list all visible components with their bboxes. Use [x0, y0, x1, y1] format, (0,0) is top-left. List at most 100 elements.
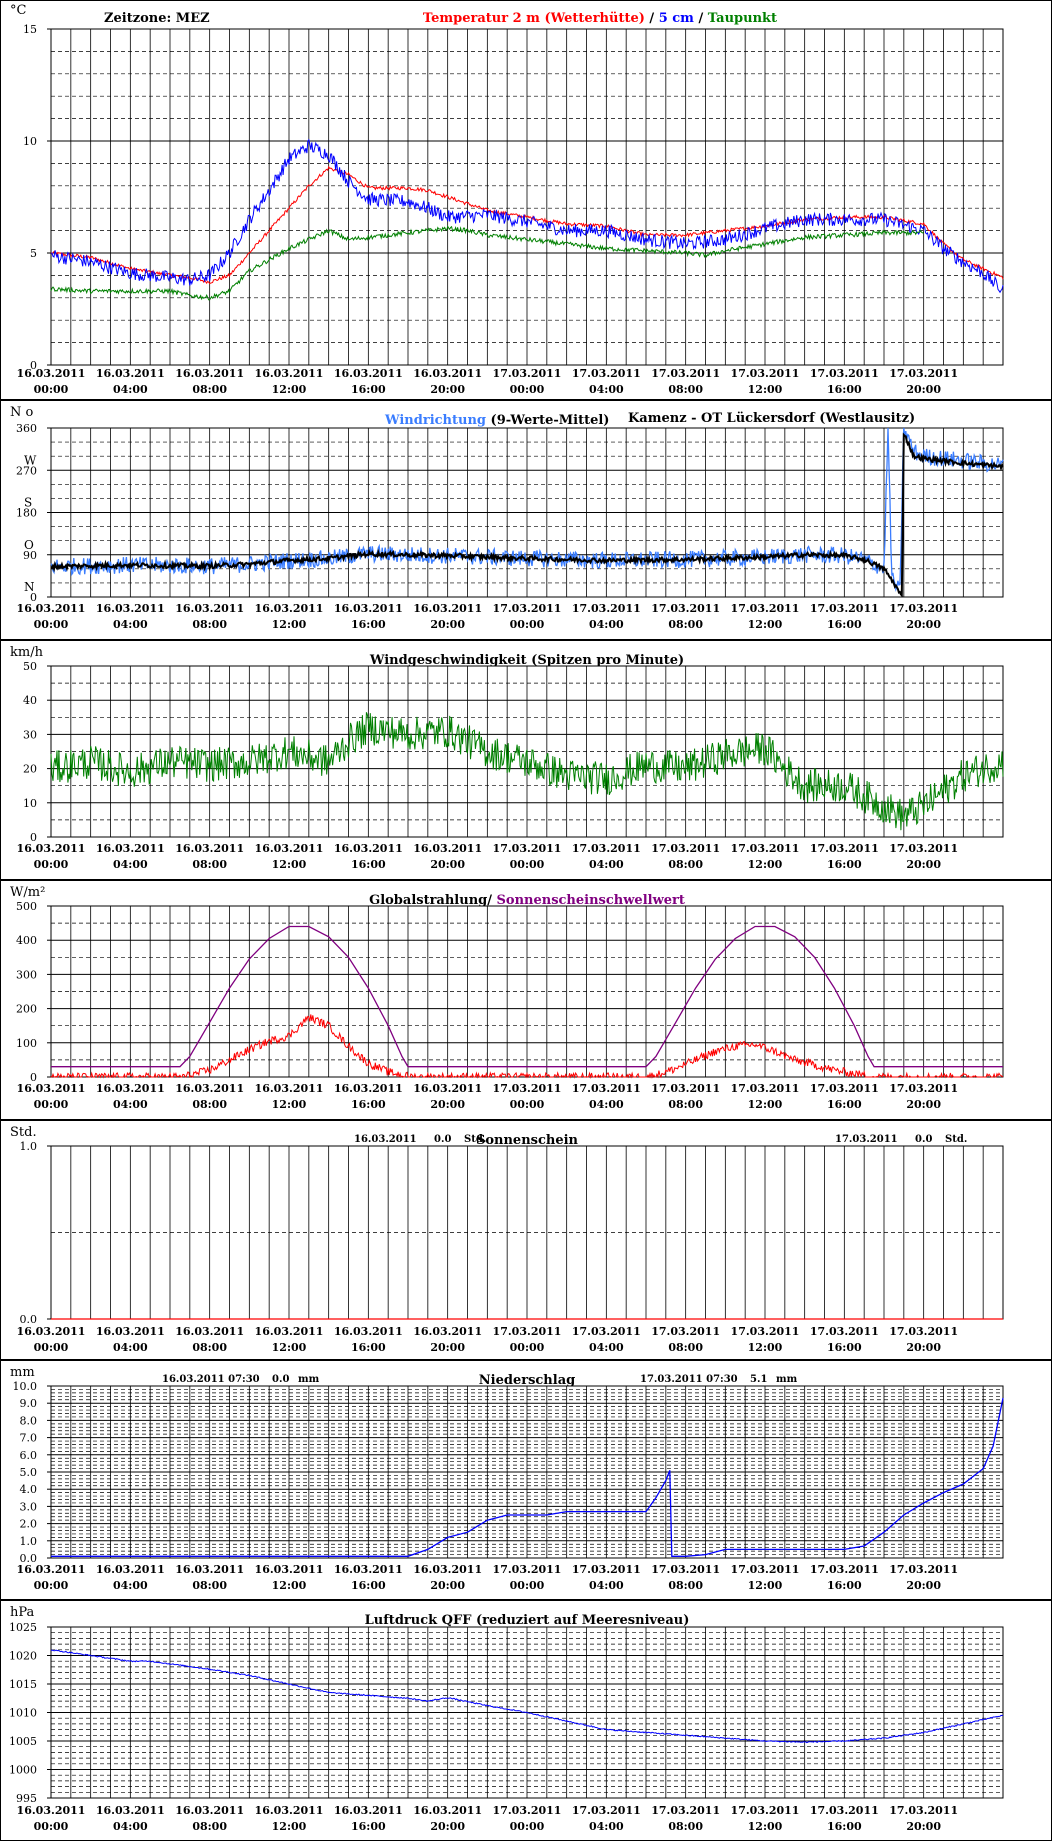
x-tick-date: 16.03.2011 — [255, 1082, 324, 1095]
x-tick-date: 17.03.2011 — [493, 1325, 562, 1338]
chart-title-part: / — [694, 11, 708, 26]
x-tick-date: 17.03.2011 — [731, 602, 800, 615]
summary-unit: Std. — [945, 1134, 967, 1145]
chart-panel-5: 0.01.02.03.04.05.06.07.08.09.010.0mmNied… — [0, 1365, 1052, 1601]
x-tick-date: 16.03.2011 — [17, 1082, 86, 1095]
x-tick-time: 00:00 — [34, 1820, 69, 1833]
unit-label: N o — [10, 405, 34, 420]
x-tick-date: 16.03.2011 — [413, 1563, 482, 1576]
x-tick-date: 16.03.2011 — [413, 1082, 482, 1095]
unit-label: °C — [10, 3, 27, 18]
y-tick-label: 1000 — [9, 1764, 37, 1777]
chart-title-part: Windgeschwindigkeit (Spitzen pro Minute) — [369, 653, 684, 668]
y-tick-label: 5.0 — [20, 1466, 38, 1479]
x-tick-time: 20:00 — [430, 1341, 465, 1354]
x-tick-date: 17.03.2011 — [493, 1563, 562, 1576]
x-tick-time: 12:00 — [748, 1098, 783, 1111]
x-tick-time: 20:00 — [430, 383, 465, 396]
x-tick-date: 16.03.2011 — [175, 1563, 244, 1576]
x-tick-time: 12:00 — [748, 858, 783, 871]
compass-label: S — [24, 496, 32, 510]
x-tick-date: 17.03.2011 — [572, 1325, 641, 1338]
x-tick-date: 17.03.2011 — [731, 1804, 800, 1817]
x-tick-time: 00:00 — [34, 1098, 69, 1111]
x-tick-time: 20:00 — [906, 383, 941, 396]
x-tick-time: 20:00 — [906, 618, 941, 631]
x-tick-time: 12:00 — [272, 1820, 307, 1833]
x-tick-date: 16.03.2011 — [175, 1804, 244, 1817]
x-tick-date: 16.03.2011 — [175, 1325, 244, 1338]
x-tick-time: 20:00 — [906, 858, 941, 871]
y-tick-label: 360 — [16, 422, 37, 435]
x-tick-date: 16.03.2011 — [334, 1563, 403, 1576]
x-tick-date: 17.03.2011 — [731, 1563, 800, 1576]
x-tick-date: 16.03.2011 — [334, 1804, 403, 1817]
x-tick-date: 16.03.2011 — [255, 602, 324, 615]
y-tick-label: 10 — [23, 135, 37, 148]
x-tick-date: 17.03.2011 — [889, 1563, 958, 1576]
y-tick-label: 9.0 — [20, 1397, 38, 1410]
x-tick-date: 17.03.2011 — [651, 1563, 720, 1576]
compass-label: O — [24, 538, 34, 552]
x-tick-time: 04:00 — [589, 1341, 624, 1354]
summary-unit: mm — [776, 1374, 798, 1385]
x-tick-date: 16.03.2011 — [413, 602, 482, 615]
summary-date: 16.03.2011 07:30 — [162, 1374, 260, 1385]
y-tick-label: 0 — [30, 359, 37, 372]
x-tick-date: 17.03.2011 — [889, 1082, 958, 1095]
x-tick-date: 17.03.2011 — [889, 842, 958, 855]
series-line-0 — [51, 925, 1003, 1068]
x-tick-date: 17.03.2011 — [572, 1804, 641, 1817]
x-tick-date: 16.03.2011 — [255, 367, 324, 380]
y-tick-label: 30 — [23, 728, 37, 741]
chart-panel-0: 0 5 10 15 °C Zeitzone: MEZ Temperatur 2 m (Wet… — [0, 3, 1052, 401]
x-tick-date: 17.03.2011 — [651, 602, 720, 615]
x-tick-time: 04:00 — [589, 1098, 624, 1111]
x-tick-date: 16.03.2011 — [17, 1804, 86, 1817]
x-tick-time: 12:00 — [272, 1098, 307, 1111]
x-tick-time: 08:00 — [192, 1341, 227, 1354]
summary-value: 0.0 — [434, 1134, 451, 1145]
x-tick-time: 08:00 — [668, 618, 703, 631]
chart-title: Sonnenschein — [476, 1133, 579, 1148]
series-line-0 — [51, 1649, 1004, 1744]
x-tick-date: 17.03.2011 — [572, 842, 641, 855]
x-tick-date: 17.03.2011 — [651, 1804, 720, 1817]
x-tick-time: 12:00 — [748, 1579, 783, 1592]
x-tick-time: 04:00 — [113, 618, 148, 631]
x-tick-date: 17.03.2011 — [572, 1563, 641, 1576]
x-tick-time: 08:00 — [668, 1098, 703, 1111]
summary-date: 16.03.2011 — [354, 1134, 417, 1145]
y-tick-label: 1025 — [9, 1621, 37, 1634]
y-tick-label: 5 — [30, 247, 37, 260]
x-tick-time: 20:00 — [906, 1341, 941, 1354]
x-tick-time: 04:00 — [113, 383, 148, 396]
x-tick-time: 04:00 — [113, 1820, 148, 1833]
x-tick-date: 17.03.2011 — [731, 1325, 800, 1338]
chart-title-part: Sonnenscheinschwellwert — [492, 893, 685, 908]
x-tick-date: 16.03.2011 — [96, 1804, 165, 1817]
y-tick-label: 10 — [23, 797, 37, 810]
y-tick-label: 1.0 — [20, 1140, 38, 1153]
y-tick-label: 15 — [23, 23, 37, 36]
x-tick-time: 16:00 — [351, 1820, 386, 1833]
x-tick-time: 04:00 — [589, 1820, 624, 1833]
x-tick-time: 16:00 — [827, 618, 862, 631]
summary-date: 17.03.2011 07:30 — [640, 1374, 738, 1385]
x-tick-date: 17.03.2011 — [493, 842, 562, 855]
x-tick-time: 08:00 — [192, 383, 227, 396]
x-tick-time: 00:00 — [510, 618, 545, 631]
x-tick-time: 04:00 — [589, 383, 624, 396]
x-tick-date: 16.03.2011 — [17, 1325, 86, 1338]
unit-label: Std. — [10, 1125, 37, 1140]
x-tick-date: 17.03.2011 — [889, 367, 958, 380]
unit-label: W/m² — [10, 885, 45, 900]
x-tick-date: 16.03.2011 — [96, 842, 165, 855]
y-tick-label: 20 — [23, 763, 37, 776]
x-tick-date: 17.03.2011 — [572, 1082, 641, 1095]
x-tick-time: 12:00 — [272, 383, 307, 396]
x-tick-date: 17.03.2011 — [810, 1325, 879, 1338]
x-tick-date: 17.03.2011 — [651, 1082, 720, 1095]
x-tick-date: 16.03.2011 — [413, 367, 482, 380]
